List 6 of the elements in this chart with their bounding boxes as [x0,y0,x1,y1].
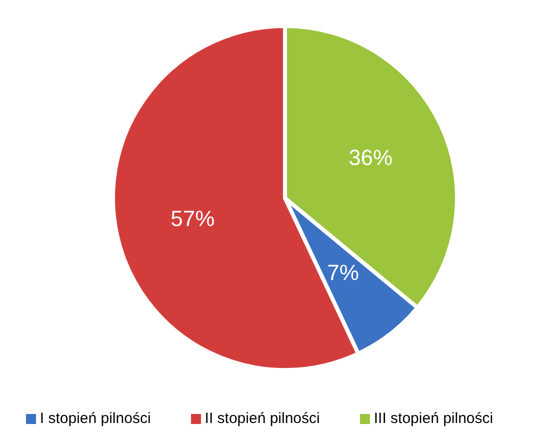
legend-label: II stopień pilności [204,410,320,427]
data-label: 7% [327,260,359,286]
legend-label: III stopień pilności [374,410,494,427]
data-label: 57% [170,206,215,232]
data-label: 36% [348,145,393,170]
legend-label: I stopień pilności [40,410,151,427]
